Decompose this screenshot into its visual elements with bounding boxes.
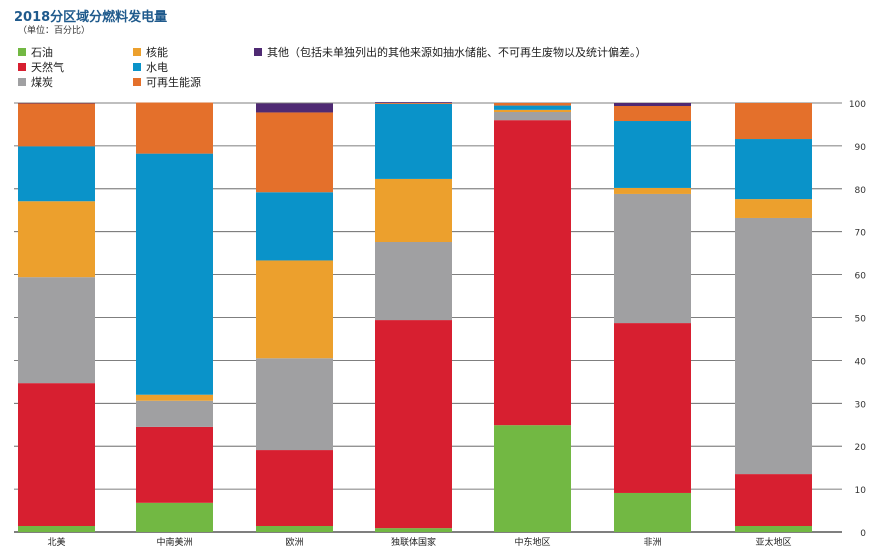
legend-item: 煤炭 [18, 74, 53, 90]
bar-segment [375, 103, 452, 179]
x-tick-label: 亚太地区 [755, 536, 791, 548]
bar-segment [136, 502, 213, 532]
x-tick-label: 中南美洲 [156, 536, 192, 548]
y-tick-label: 30 [855, 400, 867, 410]
chart-title: 2018分区域分燃料发电量 [14, 10, 168, 25]
bar-segment [18, 277, 95, 384]
bar-segment [256, 192, 333, 261]
legend-swatch [133, 63, 141, 71]
y-tick-label: 10 [855, 486, 867, 496]
bar-segment [136, 426, 213, 503]
bar-segment [375, 103, 452, 104]
bar-segment [375, 320, 452, 529]
bar-segment [494, 109, 571, 113]
legend-swatch [18, 78, 26, 86]
legend-label: 可再生能源 [146, 76, 201, 89]
bar-segment [256, 450, 333, 526]
bar-segment [494, 425, 571, 532]
bar-segment [494, 103, 571, 106]
bar-segment [136, 394, 213, 401]
bar-segment [494, 120, 571, 426]
bar-segment [136, 153, 213, 395]
x-tick-label: 中东地区 [514, 536, 550, 548]
y-tick-label: 20 [855, 443, 867, 453]
legend-swatch [18, 48, 26, 56]
legend-label: 天然气 [31, 61, 64, 74]
x-tick-label: 北美 [47, 536, 65, 548]
bar-segment [256, 103, 333, 113]
bar-segment [256, 260, 333, 359]
bar-segment [136, 102, 213, 154]
legend-label: 水电 [146, 61, 168, 74]
legend-item: 石油 [18, 44, 53, 60]
legend-label: 其他（包括未单独列出的其他来源如抽水储能、不可再生废物以及统计偏差。） [267, 46, 647, 59]
legend-item: 可再生能源 [133, 74, 201, 90]
bar-segment [494, 105, 571, 110]
legend-label: 煤炭 [31, 76, 53, 89]
legend-swatch [133, 48, 141, 56]
y-tick-label: 100 [849, 100, 866, 110]
bar-segment [614, 121, 691, 188]
y-tick-label: 90 [855, 143, 867, 153]
x-tick-label: 欧洲 [285, 536, 303, 548]
bar-segment [375, 102, 452, 103]
legend-item: 天然气 [18, 59, 64, 75]
bar-segment [735, 199, 812, 218]
y-tick-label: 50 [855, 315, 867, 325]
bar-segment [614, 106, 691, 122]
bar-segment [735, 525, 812, 532]
bar-segment [375, 178, 452, 242]
bar-segment [136, 400, 213, 427]
legend-item: 水电 [133, 59, 168, 75]
bar-segment [614, 187, 691, 194]
legend-swatch [254, 48, 262, 56]
legend-item: 其他（包括未单独列出的其他来源如抽水储能、不可再生废物以及统计偏差。） [254, 44, 647, 60]
bar-segment [256, 525, 333, 532]
bar-segment [614, 193, 691, 324]
y-tick-label: 40 [855, 357, 867, 367]
y-tick-label: 60 [855, 272, 867, 282]
y-tick-label: 0 [860, 529, 866, 539]
legend-swatch [133, 78, 141, 86]
bar-segment [375, 528, 452, 532]
bar-segment [18, 146, 95, 202]
legend-label: 石油 [31, 46, 53, 59]
bar-segment [18, 103, 95, 147]
bar-segment [735, 474, 812, 526]
y-tick-label: 70 [855, 229, 867, 239]
legend-item: 核能 [133, 44, 168, 60]
x-tick-label: 非洲 [643, 536, 661, 548]
bar-segment [614, 103, 691, 107]
chart-subtitle: （单位：百分比） [18, 26, 91, 36]
legend-label: 核能 [146, 46, 168, 59]
x-tick-label: 独联体国家 [391, 536, 436, 548]
bar-segment [735, 217, 812, 475]
bar-segment [256, 112, 333, 193]
bar-segment [18, 201, 95, 278]
bar-segment [735, 103, 812, 140]
bar-segment [18, 383, 95, 526]
y-tick-label: 80 [855, 186, 867, 196]
bar-segment [494, 112, 571, 121]
bar-segment [735, 139, 812, 200]
legend-swatch [18, 63, 26, 71]
bar-segment [375, 241, 452, 321]
bar-segment [256, 358, 333, 451]
bar-segment [614, 492, 691, 532]
bar-segment [614, 323, 691, 493]
bar-segment [18, 525, 95, 532]
